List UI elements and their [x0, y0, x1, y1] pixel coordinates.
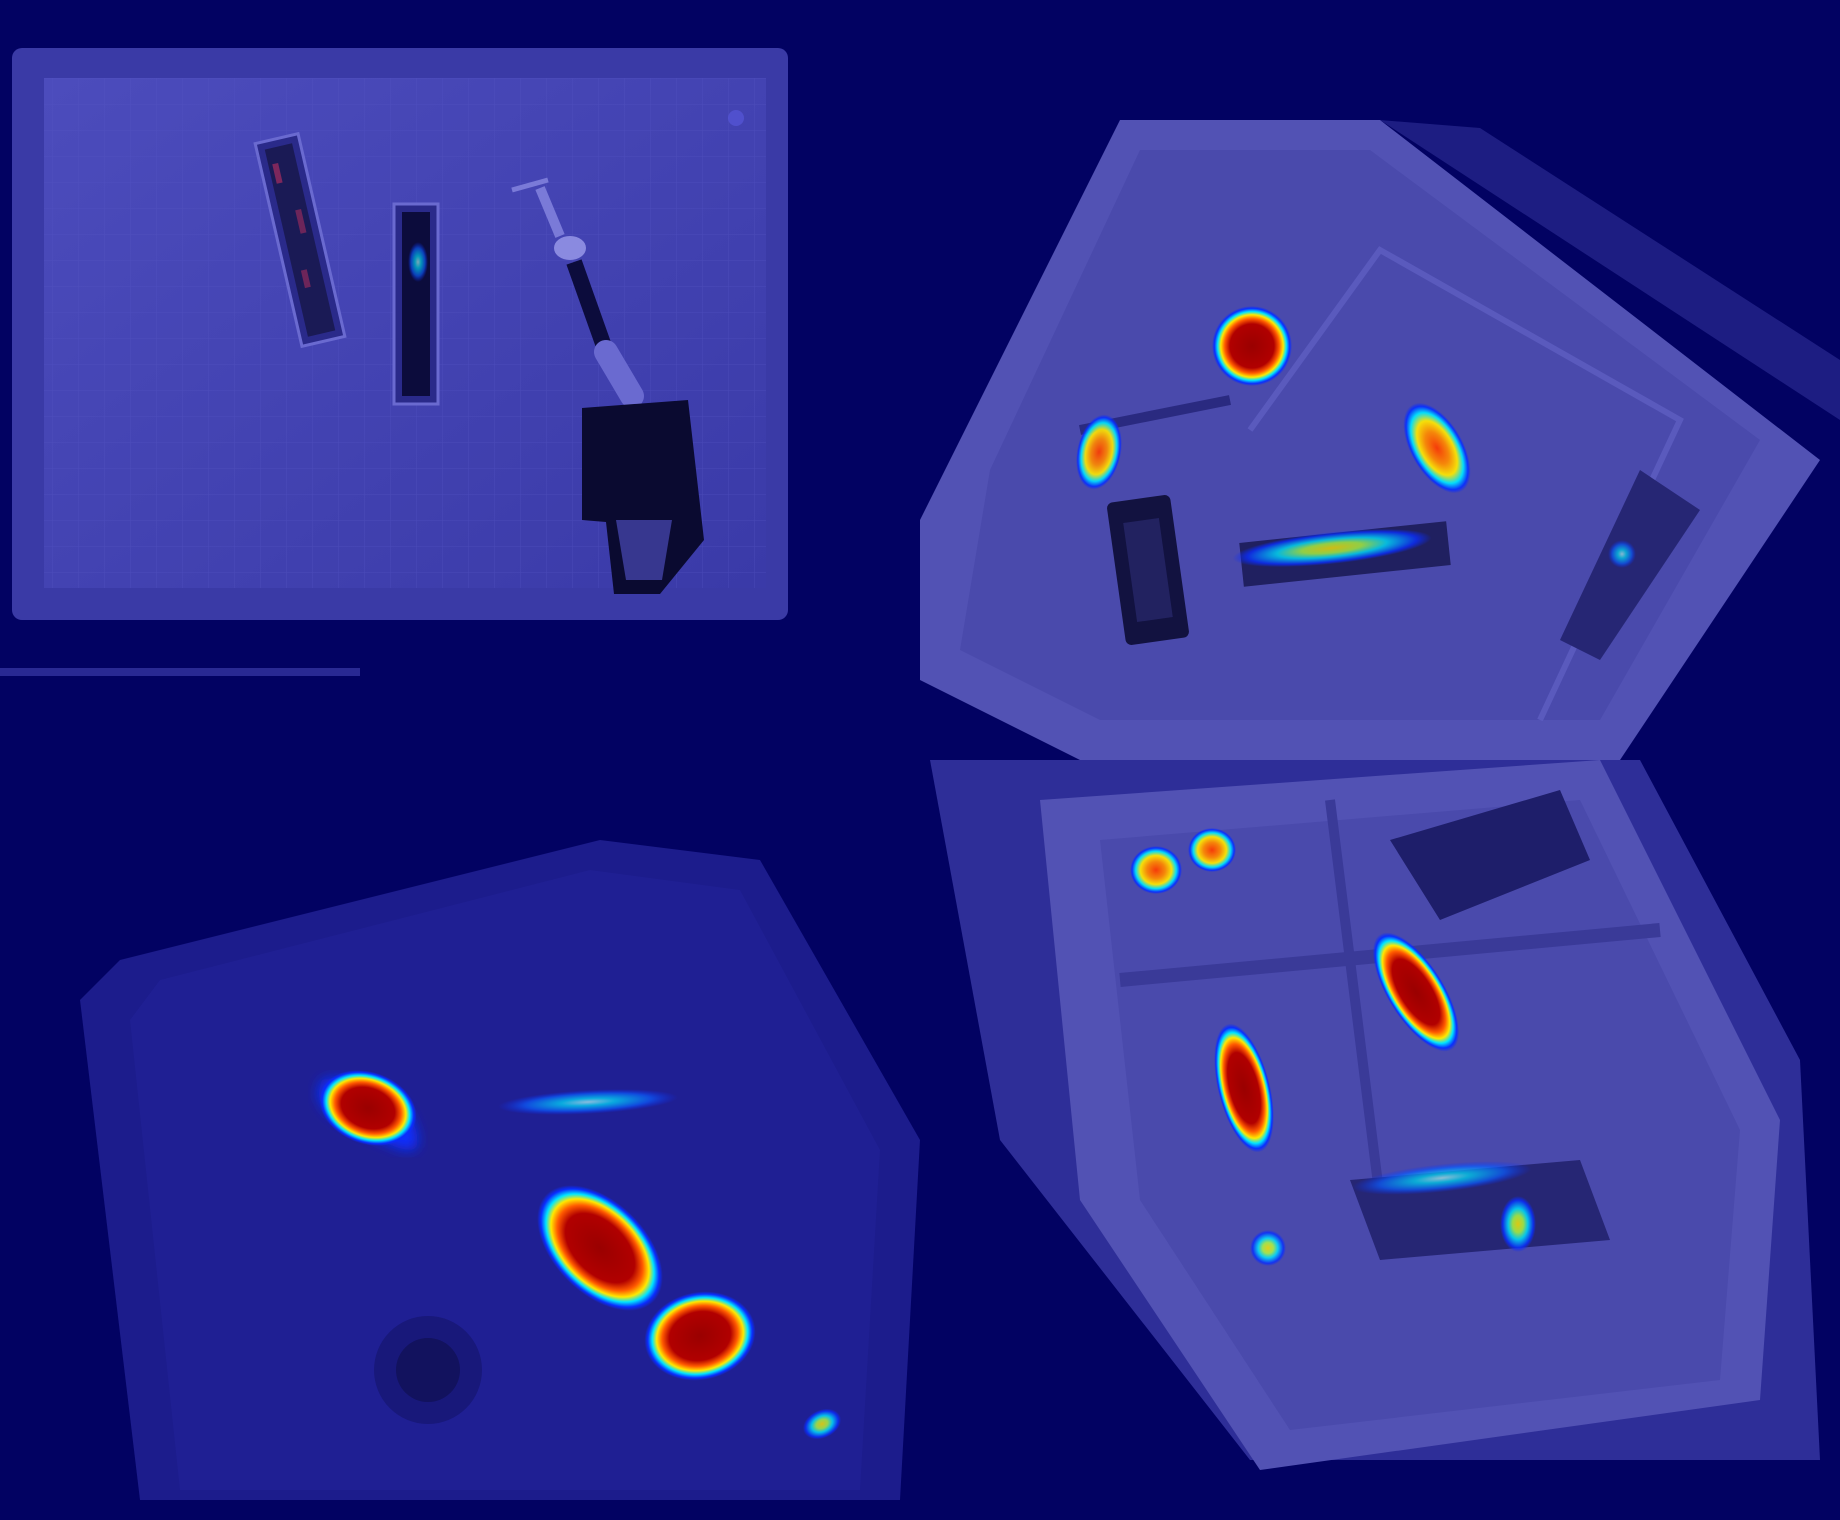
vertical-blob	[1214, 1023, 1274, 1153]
pump-bottle	[511, 177, 644, 408]
panel-top-right	[920, 120, 1840, 760]
left-small-blob	[1076, 414, 1122, 490]
round-dish-center	[396, 1338, 460, 1402]
bar-streak	[1232, 528, 1432, 568]
horizontal-streak	[1352, 1161, 1532, 1195]
panel-bottom-left	[80, 840, 920, 1500]
tray-spot	[728, 110, 744, 126]
corner-yellow-spot	[802, 1408, 842, 1440]
kidney-blob	[319, 1070, 417, 1146]
weak-cyan-spot	[408, 242, 428, 282]
right-elongated-blob	[1403, 402, 1471, 494]
twin-blob-right	[1188, 828, 1236, 872]
round-red-blob	[1212, 306, 1292, 386]
small-yellow-spot	[1250, 1230, 1286, 1266]
long-strip-object	[253, 131, 347, 349]
tray-floor	[130, 870, 880, 1490]
right-yellow-spot	[1500, 1196, 1536, 1252]
dark-box	[1107, 495, 1189, 645]
panel-bottom-right	[930, 760, 1820, 1470]
tray-floor	[1100, 800, 1740, 1430]
dark-compartment	[1390, 790, 1590, 920]
twin-blob-left	[1130, 846, 1182, 894]
tray-shadow-edge	[0, 668, 360, 676]
edge-cyan-spot	[1608, 540, 1636, 568]
tray-shadow	[1380, 120, 1840, 420]
panel-top-left	[0, 48, 788, 676]
merged-double-blob-upper	[537, 1185, 663, 1311]
merged-double-blob-lower	[644, 1291, 756, 1381]
dark-block	[582, 400, 704, 594]
thin-cyan-streak	[498, 1089, 678, 1115]
diagonal-blob	[1372, 932, 1460, 1052]
short-strip-object	[392, 202, 440, 406]
dark-block-highlight	[616, 520, 672, 580]
tray-divider-vertical	[1325, 799, 1385, 1201]
